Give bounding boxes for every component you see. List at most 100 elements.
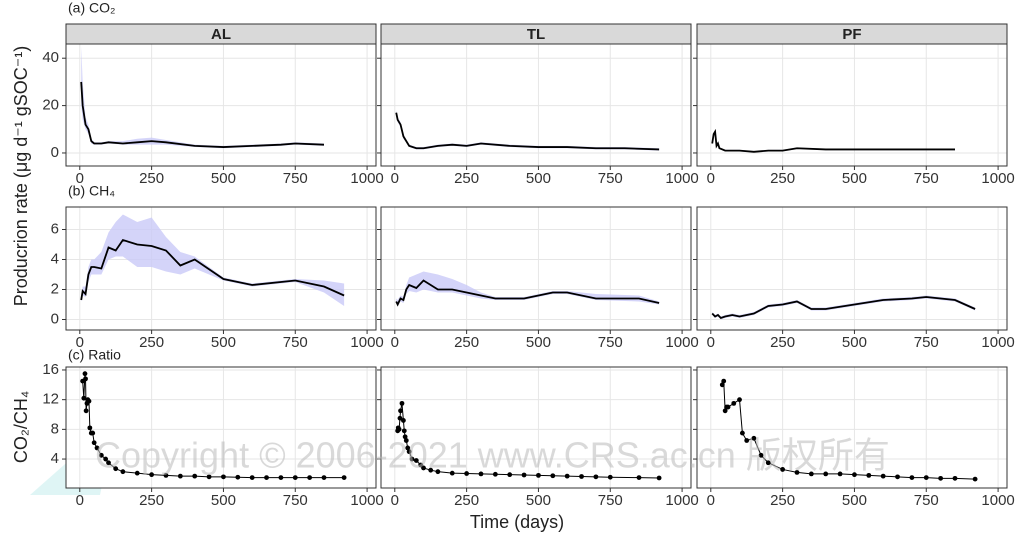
x-tick-label: 250	[454, 170, 479, 187]
point	[852, 472, 857, 478]
x-tick-label: 500	[526, 334, 551, 351]
point	[82, 371, 88, 377]
panel-background	[697, 367, 1007, 488]
point	[396, 426, 402, 432]
point	[636, 475, 642, 481]
x-tick-label: 500	[526, 170, 551, 187]
x-tick-label: 1000	[350, 170, 383, 187]
x-tick-label: 500	[211, 334, 236, 351]
point	[113, 466, 119, 472]
panel-border	[380, 366, 692, 489]
point	[401, 428, 407, 434]
panel-background	[381, 207, 691, 330]
panel-border	[65, 206, 377, 331]
point	[94, 445, 100, 451]
panel-border	[65, 366, 377, 489]
line	[711, 128, 955, 153]
point	[278, 475, 284, 481]
point	[98, 452, 104, 458]
point	[938, 475, 944, 481]
point	[607, 474, 613, 480]
point	[780, 467, 786, 472]
point	[192, 473, 198, 479]
point	[464, 471, 470, 476]
point	[149, 472, 155, 478]
x-tick-label: 1000	[665, 170, 698, 187]
x-tick-label: 0	[391, 170, 399, 187]
y-tick-label: 4	[51, 450, 59, 467]
point	[206, 474, 212, 480]
point	[405, 445, 411, 451]
point	[880, 473, 886, 479]
point	[435, 469, 441, 475]
x-tick-label: 750	[283, 334, 308, 351]
point	[719, 382, 725, 388]
x-tick-label: 0	[707, 170, 715, 187]
point	[397, 415, 403, 421]
point	[90, 430, 96, 436]
point	[120, 469, 126, 475]
panel-background	[697, 44, 1007, 166]
y-tick-label: 16	[42, 361, 59, 378]
x-tick-label: 750	[283, 170, 308, 187]
point	[721, 378, 727, 384]
point	[579, 474, 584, 479]
point	[264, 475, 269, 481]
point	[952, 475, 958, 481]
x-tick-label: 500	[842, 334, 867, 351]
y-tick-label: 6	[51, 220, 59, 237]
facet-strip	[696, 23, 1008, 45]
row-label: (c) Ratio	[68, 347, 121, 363]
y-tick-label: 0	[51, 310, 59, 327]
point	[808, 471, 814, 477]
x-tick-label: 0	[76, 334, 84, 351]
panel-border	[696, 206, 1008, 331]
point	[492, 471, 498, 477]
line	[80, 238, 345, 301]
ribbon	[712, 295, 976, 320]
point	[722, 408, 728, 414]
point	[564, 473, 570, 479]
point	[399, 400, 405, 406]
point	[292, 475, 298, 481]
x-tick-label: 250	[770, 334, 795, 351]
x-tick-label: 1000	[665, 334, 698, 351]
row-label: (a) CO₂	[68, 0, 115, 16]
x-tick-label: 1000	[665, 492, 698, 509]
x-tick-label: 0	[391, 492, 399, 509]
x-tick-label: 250	[139, 492, 164, 509]
y-tick-label: 4	[51, 250, 59, 267]
x-title: Time (days)	[470, 512, 564, 532]
x-tick-label: 500	[211, 170, 236, 187]
x-tick-label: 1000	[350, 334, 383, 351]
x-tick-label: 500	[211, 492, 236, 509]
point	[86, 398, 92, 404]
panel-background	[381, 367, 691, 488]
point	[413, 458, 419, 463]
point	[731, 400, 737, 406]
line	[395, 112, 660, 151]
y-title: Producrion rate (μg d⁻¹ gSOC⁻¹)	[11, 46, 31, 306]
x-tick-label: 750	[914, 170, 939, 187]
point	[739, 430, 745, 436]
point	[249, 475, 255, 481]
y-tick-label: 0	[51, 144, 59, 161]
panel-border	[696, 366, 1008, 489]
y-title: CO₂/CH₄	[11, 391, 31, 463]
point	[134, 470, 140, 476]
point	[177, 473, 183, 479]
x-tick-label: 500	[842, 170, 867, 187]
point	[895, 474, 900, 480]
point	[550, 473, 556, 479]
point	[402, 434, 408, 440]
point	[235, 474, 241, 480]
point	[221, 474, 226, 480]
row-label: (b) CH₄	[68, 183, 115, 199]
point	[972, 476, 978, 482]
x-tick-label: 250	[770, 170, 795, 187]
point	[449, 470, 455, 476]
facet-label: AL	[211, 26, 231, 43]
x-tick-label: 0	[76, 170, 84, 187]
x-tick-label: 750	[914, 492, 939, 509]
